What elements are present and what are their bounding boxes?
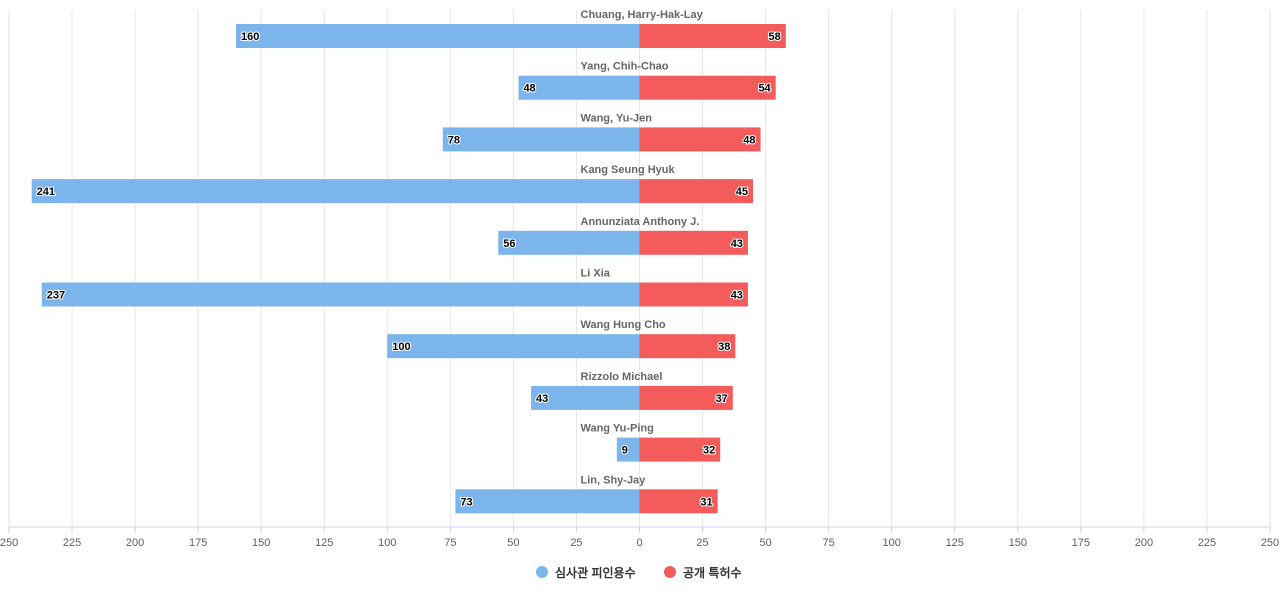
x-tick-label: 150 [252, 537, 270, 549]
category-label: Wang, Yu-Jen [581, 112, 653, 124]
x-tick-label: 50 [759, 537, 771, 549]
x-tick-label: 125 [946, 537, 964, 549]
x-tick-label: 25 [696, 537, 708, 549]
data-label-left: 73 [460, 496, 472, 508]
x-tick-label: 250 [1261, 537, 1279, 549]
x-tick-label: 175 [189, 537, 207, 549]
data-label-left: 56 [503, 238, 515, 250]
data-label-left: 43 [536, 393, 548, 405]
x-tick-label: 50 [507, 537, 519, 549]
x-tick-label: 250 [0, 537, 18, 549]
legend-label: 심사관 피인용수 [555, 565, 636, 580]
bar-right [639, 282, 748, 307]
legend-label: 공개 특허수 [683, 565, 742, 580]
data-label-left: 100 [392, 341, 410, 353]
x-tick-label: 25 [570, 537, 582, 549]
bar-right [639, 437, 721, 462]
category-label: Yang, Chih-Chao [581, 61, 669, 73]
x-tick-label: 225 [63, 537, 81, 549]
category-label: Chuang, Harry-Hak-Lay [581, 9, 704, 21]
bar-right [639, 489, 718, 514]
bar-right [639, 127, 761, 152]
data-label-right: 38 [718, 341, 730, 353]
legend-marker [536, 566, 548, 578]
data-label-right: 48 [743, 134, 755, 146]
bar-left [41, 282, 640, 307]
bar-right [639, 385, 733, 410]
bar-left [387, 334, 640, 359]
category-label: Kang Seung Hyuk [581, 164, 676, 176]
bar-left [498, 230, 640, 255]
bar-right [639, 75, 776, 100]
bar-right [639, 24, 786, 48]
x-tick-label: 225 [1198, 537, 1216, 549]
category-label: Rizzolo Michael [581, 371, 663, 383]
data-label-right: 43 [731, 238, 743, 250]
data-label-left: 78 [448, 134, 460, 146]
x-tick-label: 200 [126, 537, 144, 549]
bars: Chuang, Harry-Hak-Lay 160 58 Yang, Chih-Cha… [31, 9, 786, 514]
bar-left [531, 385, 640, 410]
x-tick-label: 75 [444, 537, 456, 549]
data-label-right: 32 [703, 445, 715, 457]
data-label-left: 48 [523, 83, 535, 95]
data-label-left: 160 [241, 31, 259, 43]
bar-left [442, 127, 640, 152]
bar-right [639, 230, 748, 255]
bar-left [616, 437, 640, 462]
data-label-right: 54 [758, 83, 771, 95]
data-label-right: 43 [731, 290, 743, 302]
x-tick-label: 100 [883, 537, 901, 549]
bar-right [639, 334, 736, 359]
bar-left [455, 489, 640, 514]
bar-right [639, 179, 753, 204]
x-tick-label: 75 [823, 537, 835, 549]
x-tick-label: 200 [1135, 537, 1153, 549]
category-label: Lin, Shy-Jay [581, 474, 647, 486]
category-label: Li Xia [581, 268, 611, 280]
category-label: Annunziata Anthony J. [581, 216, 700, 228]
legend-marker [664, 566, 676, 578]
x-tick-label: 175 [1072, 537, 1090, 549]
x-tick-label: 150 [1009, 537, 1027, 549]
x-tick-label: 125 [315, 537, 333, 549]
category-label: Wang Hung Cho [581, 319, 666, 331]
data-label-left: 241 [37, 186, 55, 198]
data-label-right: 37 [716, 393, 728, 405]
bar-left [31, 179, 640, 204]
bar-left [518, 75, 640, 100]
data-label-left: 237 [47, 290, 65, 302]
category-label: Wang Yu-Ping [581, 423, 654, 435]
bar-left [235, 24, 640, 48]
x-tick-label: 100 [378, 537, 396, 549]
legend: 심사관 피인용수 공개 특허수 [536, 565, 742, 580]
data-label-right: 31 [700, 496, 712, 508]
data-label-right: 58 [769, 31, 781, 43]
data-label-left: 9 [622, 445, 628, 457]
data-label-right: 45 [736, 186, 748, 198]
x-tick-label: 0 [636, 537, 642, 549]
x-axis: 250 225 200 175 150 125 100 75 50 25 0 25 50 75 100 125… [0, 526, 1279, 549]
